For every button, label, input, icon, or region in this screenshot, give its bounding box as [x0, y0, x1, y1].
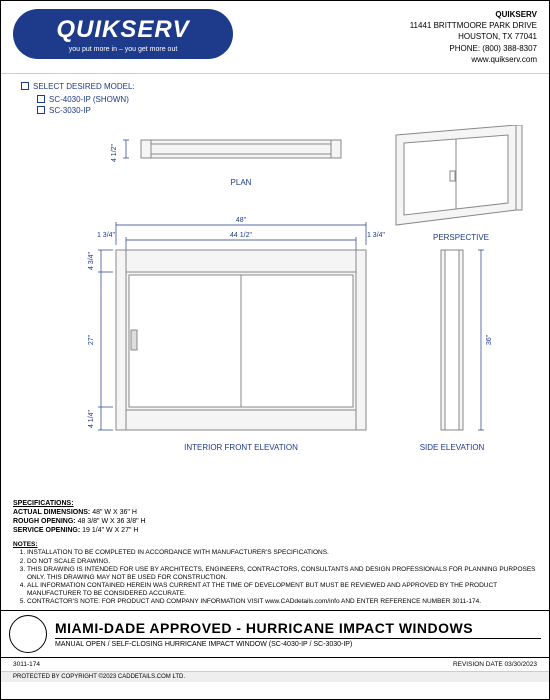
ref-number: 3011-174	[13, 661, 40, 668]
spec-row: SERVICE OPENING: 19 1/4" W X 27" H	[13, 526, 537, 535]
model-option: SC-4030-IP (SHOWN)	[37, 95, 529, 104]
logo-name: QUIKSERV	[56, 16, 189, 44]
side-label: SIDE ELEVATION	[420, 443, 485, 452]
company-name: QUIKSERV	[243, 9, 537, 20]
logo: QUIKSERV you put more in – you get more …	[13, 9, 233, 59]
company-info: QUIKSERV 11441 BRITTMOORE PARK DRIVE HOU…	[233, 9, 537, 65]
copyright: PROTECTED BY COPYRIGHT ©2023 CADDETAILS.…	[1, 671, 549, 682]
header: QUIKSERV you put more in – you get more …	[1, 1, 549, 74]
dim-end-right: 1 3/4"	[367, 232, 386, 239]
dim-inner-w: 44 1/2"	[230, 232, 252, 239]
dim-bot-h: 4 1/4"	[88, 409, 95, 428]
model-option: SC-3030-IP	[37, 106, 529, 115]
model-select: SELECT DESIRED MODEL: SC-4030-IP (SHOWN)…	[1, 74, 549, 125]
checkbox-icon[interactable]	[37, 106, 45, 114]
model-select-header: SELECT DESIRED MODEL:	[21, 82, 529, 91]
model-option-label: SC-3030-IP	[49, 106, 91, 115]
dim-total-w: 48"	[236, 217, 247, 224]
note-item: INSTALLATION TO BE COMPLETED IN ACCORDAN…	[27, 549, 537, 557]
plan-label: PLAN	[231, 178, 252, 187]
company-address1: 11441 BRITTMOORE PARK DRIVE	[243, 20, 537, 31]
notes: NOTES: INSTALLATION TO BE COMPLETED IN A…	[1, 539, 549, 610]
dim-plan-depth: 4 1/2"	[111, 143, 118, 162]
title-sub: MANUAL OPEN / SELF-CLOSING HURRICANE IMP…	[55, 638, 541, 648]
dim-end-left: 1 3/4"	[97, 232, 116, 239]
technical-drawing: 4 1/2" PLAN PERSPECTIVE 48" 44 1/2" 1 3/…	[1, 125, 550, 495]
company-address2: HOUSTON, TX 77041	[243, 31, 537, 42]
side-elevation: 36" SIDE ELEVATION	[420, 250, 493, 452]
dim-opening-h: 27"	[88, 334, 95, 345]
drawing-area: 4 1/2" PLAN PERSPECTIVE 48" 44 1/2" 1 3/…	[1, 125, 549, 495]
company-website: www.quikserv.com	[243, 54, 537, 65]
note-item: ALL INFORMATION CONTAINED HEREIN WAS CUR…	[27, 582, 537, 598]
spec-row: ROUGH OPENING: 48 3/8" W X 36 3/8" H	[13, 517, 537, 526]
logo-tagline: you put more in – you get more out	[69, 46, 178, 53]
note-item: CONTRACTOR'S NOTE: FOR PRODUCT AND COMPA…	[27, 598, 537, 606]
checkbox-icon[interactable]	[37, 95, 45, 103]
footer: 3011-174 REVISION DATE 03/30/2023	[1, 657, 549, 671]
dim-side-h: 36"	[486, 334, 493, 345]
note-item: THIS DRAWING IS INTENDED FOR USE BY ARCH…	[27, 566, 537, 582]
specifications: SPECIFICATIONS: ACTUAL DIMENSIONS: 48" W…	[1, 495, 549, 539]
spec-row: ACTUAL DIMENSIONS: 48" W X 36" H	[13, 508, 537, 517]
perspective-view: PERSPECTIVE	[396, 125, 522, 242]
specs-title: SPECIFICATIONS:	[13, 499, 537, 508]
front-elevation: 48" 44 1/2" 1 3/4" 1 3/4" 27" 4 3/4" 4 1…	[88, 217, 386, 452]
model-option-label: SC-4030-IP (SHOWN)	[49, 95, 129, 104]
company-phone: PHONE: (800) 388-8307	[243, 43, 537, 54]
perspective-label: PERSPECTIVE	[433, 233, 489, 242]
title-block: MIAMI-DADE APPROVED - HURRICANE IMPACT W…	[1, 610, 549, 657]
plan-view: 4 1/2" PLAN	[111, 140, 341, 187]
revision-date: REVISION DATE 03/30/2023	[453, 661, 537, 668]
note-item: DO NOT SCALE DRAWING.	[27, 558, 537, 566]
model-select-label: SELECT DESIRED MODEL:	[33, 82, 135, 91]
dim-top-h: 4 3/4"	[88, 251, 95, 270]
notes-title: NOTES:	[13, 541, 537, 549]
checkbox-icon[interactable]	[21, 82, 29, 90]
title-circle-icon	[9, 615, 47, 653]
front-label: INTERIOR FRONT ELEVATION	[184, 443, 298, 452]
title-main: MIAMI-DADE APPROVED - HURRICANE IMPACT W…	[55, 620, 541, 636]
